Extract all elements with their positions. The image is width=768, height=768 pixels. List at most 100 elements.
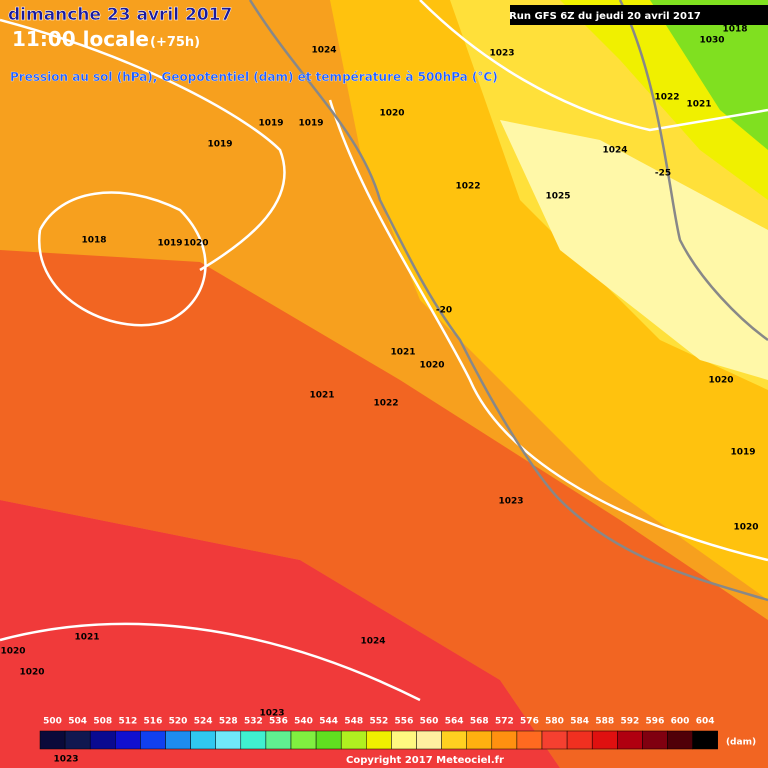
colorbar-swatch [165, 730, 191, 750]
isobar-label: 1018 [81, 236, 106, 246]
band-green [650, 0, 768, 150]
colorbar-swatch [591, 730, 618, 750]
band-red [0, 500, 560, 768]
isotherm-label: -25 [655, 169, 671, 179]
isotherm-label: -20 [436, 306, 452, 316]
colorbar-label: 528 [219, 717, 238, 727]
colorbar-label: 584 [570, 717, 589, 727]
colorbar-unit: (dam) [726, 738, 756, 748]
isobar [0, 0, 768, 702]
colorbar-label: 516 [144, 717, 163, 727]
colorbar-swatch [340, 730, 367, 750]
isobar-label: 1030 [699, 36, 724, 46]
isobar-label: 1020 [419, 361, 444, 371]
colorbar-swatch [617, 730, 643, 750]
time: 11:00 locale [12, 27, 149, 51]
isobar-label: 1022 [654, 93, 679, 103]
colorbar-label: 552 [369, 717, 388, 727]
isobar-label: 1024 [360, 637, 385, 647]
isobar-label: 1023 [53, 755, 78, 765]
colorbar-swatch [115, 730, 141, 750]
colorbar-label: 576 [520, 717, 539, 727]
colorbar-label: 512 [118, 717, 137, 727]
colorbar-label: 568 [470, 717, 489, 727]
colorbar-label: 588 [595, 717, 614, 727]
isobar-label: 1020 [183, 239, 208, 249]
colorbar-label: 504 [68, 717, 87, 727]
colorbar-label: 540 [294, 717, 313, 727]
colorbar-swatch [315, 730, 342, 750]
colorbar-swatch [566, 730, 593, 750]
isobar-label: 1020 [733, 523, 758, 533]
isobar-label: 1019 [157, 239, 182, 249]
colorbar-label: 600 [671, 717, 690, 727]
colorbar-label: 596 [646, 717, 665, 727]
isobar-label: 1019 [258, 119, 283, 129]
isobar-label: 1020 [708, 376, 733, 386]
isobar-label: 1019 [298, 119, 323, 129]
isobar-label: 1021 [74, 633, 99, 643]
colorbar-swatch [39, 730, 66, 750]
colorbar-swatch [89, 730, 116, 750]
colorbar-label: 532 [244, 717, 263, 727]
colorbar-label: 520 [169, 717, 188, 727]
colorbar-swatch [265, 730, 292, 750]
colorbar-swatch [692, 730, 718, 750]
colorbar-swatch [64, 730, 91, 750]
isobar-label: 1023 [498, 497, 523, 507]
colorbar-swatch [140, 730, 166, 750]
lead: (+75h) [150, 35, 200, 50]
isobar-label: 1022 [373, 399, 398, 409]
colorbar-swatch [290, 730, 317, 750]
isobar-label: 1021 [309, 391, 334, 401]
colorbar-label: 580 [545, 717, 564, 727]
isotherm [248, 0, 768, 602]
colorbar-label: 536 [269, 717, 288, 727]
colorbar-swatch [441, 730, 467, 750]
colorbar-label: 592 [620, 717, 639, 727]
colorbar-label: 500 [43, 717, 62, 727]
isobar-label: 1019 [730, 448, 755, 458]
colorbar-swatch [391, 730, 417, 750]
isobar-label: 1020 [0, 647, 25, 657]
isobar-label: 1022 [455, 182, 480, 192]
subtitle: Pression au sol (hPa), Geopotentiel (dam… [10, 70, 498, 84]
colorbar-label: 524 [194, 717, 213, 727]
colorbar-label: 572 [495, 717, 514, 727]
isobar-label: 1019 [207, 140, 232, 150]
run-info: Run GFS 6Z du jeudi 20 avril 2017 [509, 11, 701, 22]
band-pale-yellow [500, 120, 768, 380]
colorbar-swatch [642, 730, 668, 750]
isobar-label: 1024 [602, 146, 627, 156]
colorbar-swatch [240, 730, 267, 750]
colorbar-swatch [491, 730, 518, 750]
run-banner [510, 5, 768, 25]
isobar-label: 1025 [545, 192, 570, 202]
band-deep-orange [0, 250, 768, 768]
colorbar-swatch [667, 730, 693, 750]
isobar-label: 1020 [19, 668, 44, 678]
isobar-label: 1020 [379, 109, 404, 119]
isobar-label: 1021 [686, 100, 711, 110]
colorbar-label: 508 [93, 717, 112, 727]
isobar-label: 1021 [390, 348, 415, 358]
colorbar-label: 560 [420, 717, 439, 727]
colorbar-swatch [516, 730, 543, 750]
colorbar-swatch [541, 730, 568, 750]
colorbar-swatch [215, 730, 242, 750]
colorbar-swatch [466, 730, 493, 750]
colorbar-label: 604 [696, 717, 715, 727]
isobar-label: 1023 [259, 709, 284, 719]
colorbar-swatch [416, 730, 442, 750]
colorbar-label: 556 [395, 717, 414, 727]
colorbar-swatch [190, 730, 216, 750]
date: dimanche 23 avril 2017 [8, 5, 232, 25]
isobar-label: 1023 [489, 49, 514, 59]
colorbar-label: 544 [319, 717, 338, 727]
isobar-label: 1018 [722, 25, 747, 35]
isobar-label: 1024 [311, 46, 336, 56]
colorbar-label: 548 [344, 717, 363, 727]
copyright: Copyright 2017 Meteociel.fr [346, 755, 504, 766]
colorbar-swatch [366, 730, 392, 750]
